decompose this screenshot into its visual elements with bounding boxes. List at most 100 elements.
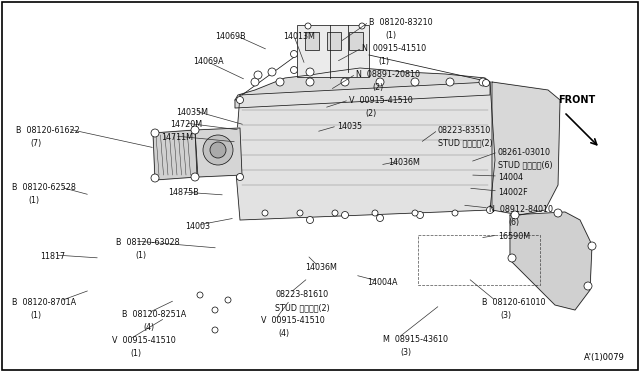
Text: 08261-03010: 08261-03010: [498, 148, 551, 157]
Text: STUD スタッド(2): STUD スタッド(2): [438, 138, 493, 147]
Text: 14035: 14035: [337, 122, 362, 131]
Circle shape: [376, 215, 383, 221]
Text: A'(1)0079: A'(1)0079: [584, 353, 625, 362]
Text: 14720M: 14720M: [170, 120, 202, 129]
Circle shape: [197, 292, 203, 298]
Text: (4): (4): [143, 323, 154, 332]
Circle shape: [225, 297, 231, 303]
Circle shape: [191, 126, 199, 134]
Text: (3): (3): [500, 311, 511, 320]
Text: 14036M: 14036M: [388, 158, 420, 167]
Circle shape: [291, 51, 298, 58]
Circle shape: [268, 68, 276, 76]
Polygon shape: [153, 130, 197, 180]
Circle shape: [151, 174, 159, 182]
Circle shape: [212, 307, 218, 313]
Circle shape: [412, 210, 418, 216]
Text: V  00915-41510: V 00915-41510: [349, 96, 413, 105]
Text: V  00915-41510: V 00915-41510: [261, 316, 324, 325]
Text: STUD スタッド(6): STUD スタッド(6): [498, 160, 552, 169]
Circle shape: [359, 23, 365, 29]
Circle shape: [276, 78, 284, 86]
Text: B  08120-8251A: B 08120-8251A: [122, 310, 186, 319]
Circle shape: [341, 78, 349, 86]
Bar: [327, 32, 341, 50]
Text: B  08120-8701A: B 08120-8701A: [12, 298, 76, 307]
Text: (1): (1): [28, 196, 39, 205]
Circle shape: [210, 142, 226, 158]
Text: 14035M: 14035M: [176, 108, 208, 117]
Text: (2): (2): [372, 83, 383, 92]
Circle shape: [254, 71, 262, 79]
Polygon shape: [195, 128, 242, 177]
Circle shape: [306, 68, 314, 76]
Text: 14002F: 14002F: [498, 188, 527, 197]
Circle shape: [486, 206, 493, 214]
Text: V  00915-41510: V 00915-41510: [112, 336, 176, 345]
Circle shape: [584, 282, 592, 290]
Circle shape: [297, 210, 303, 216]
Circle shape: [305, 23, 311, 29]
Text: (1): (1): [385, 31, 396, 40]
Circle shape: [417, 212, 424, 218]
Text: (1): (1): [135, 251, 146, 260]
Circle shape: [237, 173, 243, 180]
Text: N  08891-20810: N 08891-20810: [356, 70, 420, 79]
Bar: [297, 25, 369, 77]
Circle shape: [554, 209, 562, 217]
Text: STUD スタッド(2): STUD スタッド(2): [275, 303, 330, 312]
Polygon shape: [235, 68, 490, 108]
Circle shape: [191, 173, 199, 181]
Circle shape: [307, 217, 314, 224]
Circle shape: [291, 67, 298, 74]
Circle shape: [511, 211, 519, 219]
Text: (1): (1): [378, 57, 389, 66]
Circle shape: [237, 96, 243, 103]
Circle shape: [332, 210, 338, 216]
Circle shape: [508, 254, 516, 262]
Text: 14003: 14003: [185, 222, 210, 231]
Text: N  00915-41510: N 00915-41510: [362, 44, 426, 53]
Text: 14004A: 14004A: [367, 278, 397, 287]
Circle shape: [483, 80, 490, 87]
Text: 14004: 14004: [498, 173, 523, 182]
Circle shape: [411, 78, 419, 86]
Text: 08223-83510: 08223-83510: [438, 126, 492, 135]
Bar: [305, 32, 319, 50]
Text: FRONT: FRONT: [558, 95, 595, 105]
Text: (7): (7): [30, 139, 41, 148]
Circle shape: [203, 135, 233, 165]
Bar: [349, 32, 363, 50]
Polygon shape: [510, 212, 592, 310]
Polygon shape: [492, 82, 560, 215]
Text: 14036M: 14036M: [305, 263, 337, 272]
Text: 11817: 11817: [40, 252, 65, 261]
Circle shape: [262, 210, 268, 216]
Circle shape: [452, 210, 458, 216]
Circle shape: [306, 78, 314, 86]
Text: 14069A: 14069A: [193, 57, 223, 66]
Text: (6): (6): [508, 218, 519, 227]
Circle shape: [212, 327, 218, 333]
Text: (4): (4): [278, 329, 289, 338]
Text: B  08120-61622: B 08120-61622: [16, 126, 80, 135]
Circle shape: [372, 210, 378, 216]
Circle shape: [588, 242, 596, 250]
Text: 14875B: 14875B: [168, 188, 199, 197]
Text: 14711M: 14711M: [161, 133, 193, 142]
Circle shape: [342, 212, 349, 218]
Text: 14013M: 14013M: [283, 32, 315, 41]
Text: B  08120-61010: B 08120-61010: [482, 298, 545, 307]
Text: M  08915-43610: M 08915-43610: [383, 335, 448, 344]
Circle shape: [446, 78, 454, 86]
Text: (1): (1): [130, 349, 141, 358]
Text: (2): (2): [365, 109, 376, 118]
Text: N  08912-84010: N 08912-84010: [489, 205, 553, 214]
Circle shape: [479, 78, 487, 86]
Text: B  08120-83210: B 08120-83210: [369, 18, 433, 27]
Text: 08223-81610: 08223-81610: [275, 290, 328, 299]
Polygon shape: [235, 82, 495, 220]
Circle shape: [251, 78, 259, 86]
Text: (1): (1): [30, 311, 41, 320]
Text: 16590M: 16590M: [498, 232, 530, 241]
